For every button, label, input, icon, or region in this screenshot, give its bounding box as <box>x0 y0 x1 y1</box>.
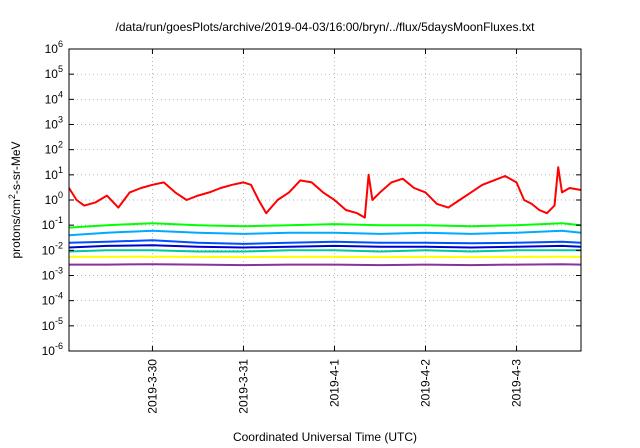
x-tick-label: 2019-4-1 <box>327 359 341 407</box>
x-tick-label: 2019-4-2 <box>419 359 433 407</box>
grid-lines <box>69 49 581 351</box>
x-tick-label: 2019-3-31 <box>236 359 250 414</box>
y-tick-label: 106 <box>45 39 63 56</box>
series-line <box>68 244 582 249</box>
y-axis-label: protons/cm2-s-sr-MeV <box>7 141 23 258</box>
x-axis-label: Coordinated Universal Time (UTC) <box>233 430 417 444</box>
y-tick-label: 104 <box>45 89 63 106</box>
y-tick-label: 100 <box>45 190 63 207</box>
y-tick-label: 105 <box>45 64 63 81</box>
series-line <box>68 166 582 219</box>
series-line <box>68 222 582 229</box>
y-tick-label: 10-5 <box>42 316 63 333</box>
series-line <box>68 239 582 245</box>
y-axis-ticks: 106 105 104 103 102 101 100 10-1 10-2 10-3 10-4 10-… <box>42 39 581 358</box>
x-tick-label: 2019-3-30 <box>145 359 159 414</box>
series-line <box>68 229 582 237</box>
y-tick-label: 101 <box>45 165 63 182</box>
y-tick-label: 103 <box>45 115 63 132</box>
series-layer <box>68 166 582 267</box>
y-tick-label: 10-3 <box>42 266 63 283</box>
y-tick-label: 102 <box>45 140 63 157</box>
series-line <box>68 249 581 253</box>
y-tick-label: 10-1 <box>42 215 63 232</box>
chart-title: /data/run/goesPlots/archive/2019-04-03/1… <box>116 20 536 34</box>
series-line <box>69 263 582 267</box>
x-axis-ticks: 2019-3-30 2019-3-31 2019-4-1 2019-4-2 2019-4… <box>145 49 524 414</box>
y-tick-label: 10-6 <box>42 341 63 358</box>
x-tick-label: 2019-4-3 <box>510 359 524 407</box>
y-tick-label: 10-4 <box>42 291 63 308</box>
y-tick-label: 10-2 <box>42 240 63 257</box>
